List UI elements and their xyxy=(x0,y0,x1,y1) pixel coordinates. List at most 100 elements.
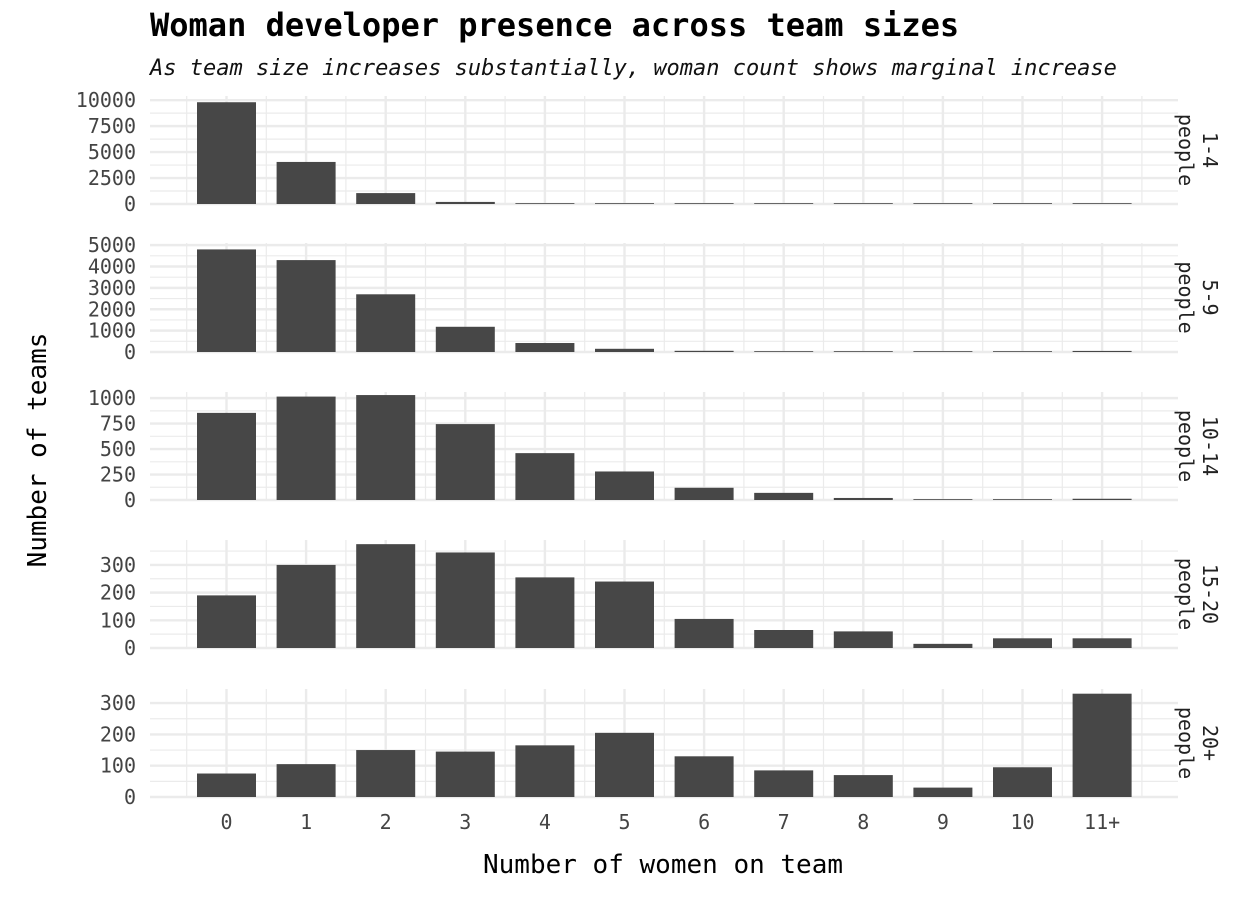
bar xyxy=(595,732,654,797)
bar xyxy=(197,412,256,500)
y-tick-label: 7500 xyxy=(88,114,136,138)
y-tick-label: 3000 xyxy=(88,276,136,300)
facet-strip-label: 1-4people xyxy=(1174,114,1222,186)
bar xyxy=(1072,203,1132,204)
bar xyxy=(674,618,734,648)
bar xyxy=(913,499,973,500)
x-tick-label: 8 xyxy=(857,810,869,834)
bar xyxy=(754,203,814,204)
y-tick-label: 10000 xyxy=(76,88,136,112)
bar xyxy=(674,487,734,500)
facet-strip-label: 5-9people xyxy=(1174,261,1222,333)
y-tick-label: 1000 xyxy=(88,386,136,410)
y-tick-label: 250 xyxy=(100,463,136,487)
bar xyxy=(276,764,336,797)
y-tick-label: 5000 xyxy=(88,233,136,257)
bar xyxy=(595,203,654,204)
bar xyxy=(515,577,575,648)
bar xyxy=(833,775,893,797)
y-tick-label: 0 xyxy=(124,636,136,660)
y-tick-label: 2500 xyxy=(88,166,136,190)
facet-panel: 0 100 200 300 20+people xyxy=(100,689,1222,809)
x-tick-label: 11+ xyxy=(1084,810,1120,834)
x-tick-label: 7 xyxy=(778,810,790,834)
bar xyxy=(197,595,256,648)
bar xyxy=(993,767,1052,797)
bar xyxy=(674,203,734,204)
bar xyxy=(913,203,973,204)
bar xyxy=(276,260,336,352)
bar xyxy=(435,552,495,648)
bar xyxy=(356,193,416,204)
x-tick-label: 10 xyxy=(1010,810,1034,834)
y-tick-label: 0 xyxy=(124,192,136,216)
bar xyxy=(913,351,973,352)
x-tick-label: 5 xyxy=(618,810,630,834)
bar xyxy=(993,351,1052,352)
bar xyxy=(833,497,893,500)
bar xyxy=(595,581,654,648)
y-tick-label: 0 xyxy=(124,340,136,364)
y-tick-label: 4000 xyxy=(88,255,136,279)
bar xyxy=(515,343,575,352)
bar xyxy=(1072,350,1132,352)
bar xyxy=(276,161,336,204)
facet-strip-label: 20+people xyxy=(1174,707,1222,779)
bar xyxy=(833,631,893,648)
y-tick-label: 200 xyxy=(100,581,136,605)
bar xyxy=(197,249,256,352)
bar xyxy=(435,424,495,500)
bar xyxy=(595,348,654,352)
y-tick-label: 2000 xyxy=(88,297,136,321)
x-tick-label: 6 xyxy=(698,810,710,834)
bar xyxy=(356,294,416,352)
y-tick-label: 100 xyxy=(100,608,136,632)
bar xyxy=(833,351,893,352)
x-tick-label: 9 xyxy=(937,810,949,834)
y-tick-label: 500 xyxy=(100,437,136,461)
bar xyxy=(1072,498,1132,500)
facet-strip-label: 10-14people xyxy=(1174,410,1222,482)
bar xyxy=(1072,638,1132,648)
bar xyxy=(754,630,814,648)
bar xyxy=(1072,693,1132,797)
y-tick-label: 750 xyxy=(100,412,136,436)
y-tick-label: 300 xyxy=(100,691,136,715)
y-tick-label: 200 xyxy=(100,722,136,746)
chart-title: Woman developer presence across team siz… xyxy=(150,6,960,44)
bar xyxy=(197,102,256,204)
bar xyxy=(754,351,814,352)
y-tick-label: 5000 xyxy=(88,140,136,164)
bar xyxy=(515,453,575,500)
bar xyxy=(754,770,814,797)
bar xyxy=(435,201,495,204)
bar xyxy=(993,203,1052,204)
bar xyxy=(913,787,973,797)
bar xyxy=(435,326,495,352)
bar xyxy=(356,750,416,797)
x-tick-label: 1 xyxy=(300,810,312,834)
facet-strip-label: 15-20people xyxy=(1174,558,1222,630)
y-tick-label: 300 xyxy=(100,553,136,577)
x-axis-title: Number of women on team xyxy=(483,850,843,880)
bar xyxy=(754,492,814,500)
bar xyxy=(435,751,495,797)
bar xyxy=(674,756,734,797)
bar xyxy=(515,745,575,797)
bar xyxy=(674,350,734,352)
bar xyxy=(833,203,893,204)
x-tick-label: 2 xyxy=(380,810,392,834)
x-tick-label: 3 xyxy=(459,810,471,834)
bar xyxy=(356,544,416,648)
chart-subtitle: As team size increases substantially, wo… xyxy=(150,56,1117,81)
bar xyxy=(515,203,575,204)
facet-panel: 0 100 200 300 15-20people xyxy=(100,540,1222,660)
x-tick-label: 4 xyxy=(539,810,551,834)
y-tick-label: 1000 xyxy=(88,319,136,343)
bar xyxy=(913,643,973,648)
y-axis-title: Number of teams xyxy=(23,333,53,568)
